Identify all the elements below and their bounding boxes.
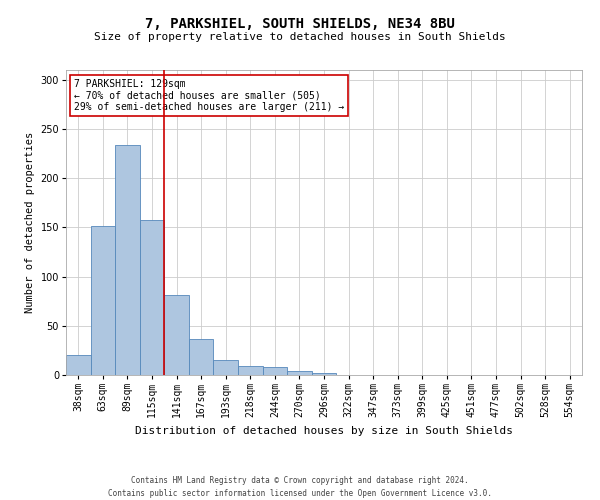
Y-axis label: Number of detached properties: Number of detached properties: [25, 132, 35, 313]
Bar: [66, 356, 91, 375]
Bar: [164, 296, 189, 375]
Text: Contains HM Land Registry data © Crown copyright and database right 2024.
Contai: Contains HM Land Registry data © Crown c…: [108, 476, 492, 498]
Text: Size of property relative to detached houses in South Shields: Size of property relative to detached ho…: [94, 32, 506, 42]
Bar: [238, 366, 263, 375]
Bar: [140, 220, 164, 375]
X-axis label: Distribution of detached houses by size in South Shields: Distribution of detached houses by size …: [135, 426, 513, 436]
Bar: [189, 338, 214, 375]
Text: 7, PARKSHIEL, SOUTH SHIELDS, NE34 8BU: 7, PARKSHIEL, SOUTH SHIELDS, NE34 8BU: [145, 18, 455, 32]
Bar: [263, 367, 287, 375]
Bar: [312, 373, 336, 375]
Bar: [91, 226, 115, 375]
Bar: [115, 145, 140, 375]
Text: 7 PARKSHIEL: 129sqm
← 70% of detached houses are smaller (505)
29% of semi-detac: 7 PARKSHIEL: 129sqm ← 70% of detached ho…: [74, 79, 344, 112]
Bar: [214, 360, 238, 375]
Bar: [287, 371, 312, 375]
